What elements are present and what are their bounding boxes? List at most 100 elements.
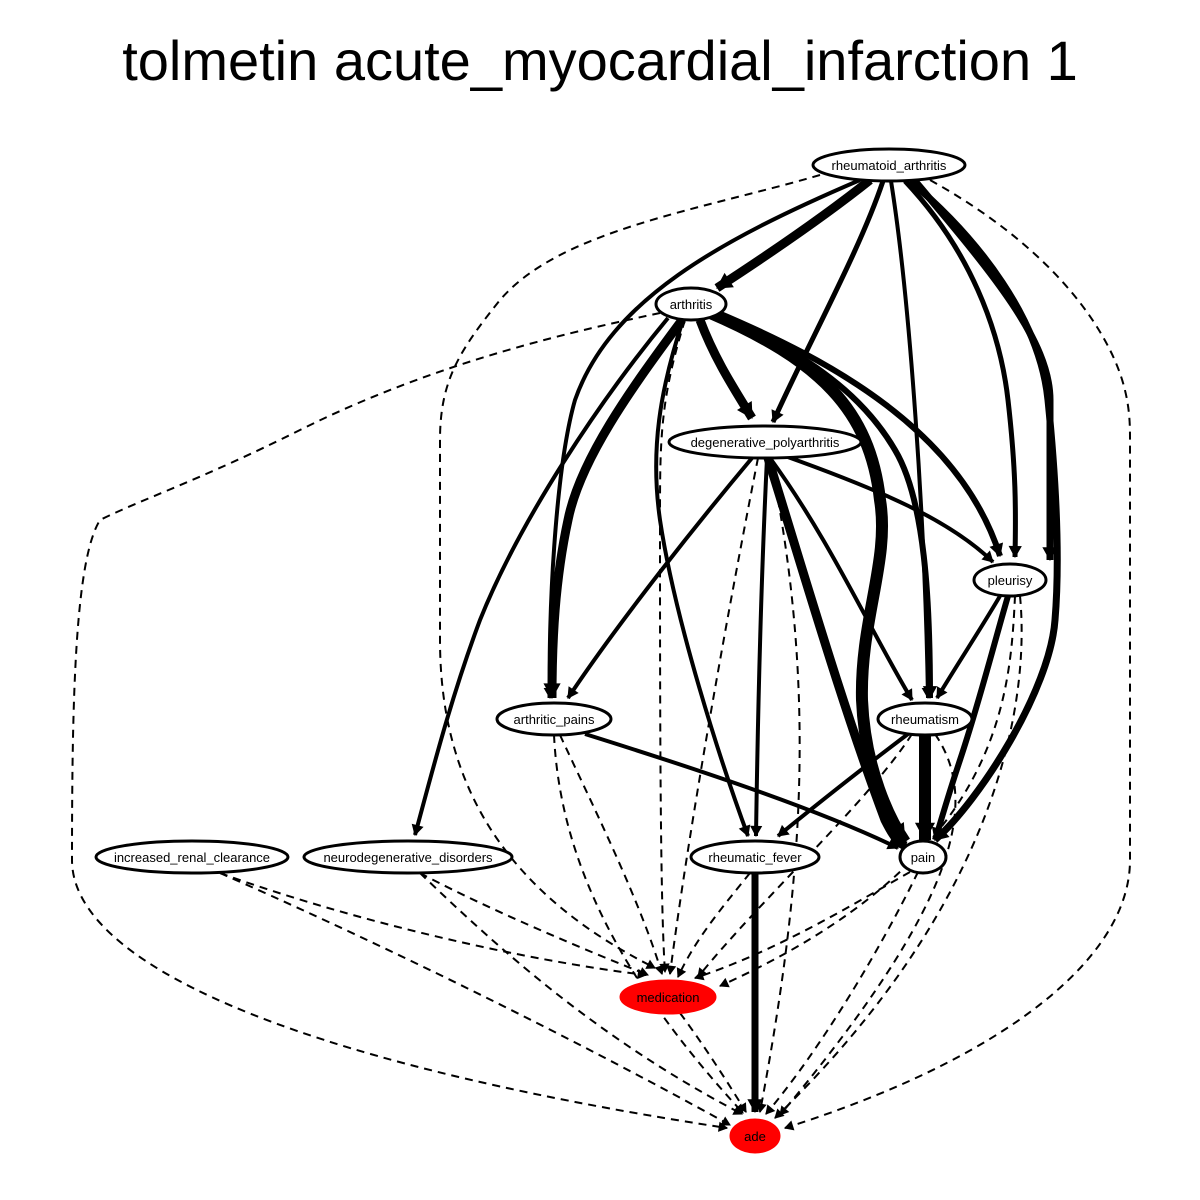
arrowhead (1008, 545, 1022, 559)
node-increased_renal_clearance[interactable]: increased_renal_clearance (94, 839, 290, 875)
arrowhead (694, 970, 705, 981)
edge-arthritis-to-pleurisy (714, 309, 1004, 557)
arrowhead (777, 824, 790, 837)
arrowhead (654, 964, 665, 975)
node-degenerative_polyarthritis[interactable]: degenerative_polyarthritis (667, 424, 863, 460)
edge-degenerative_polyarthritis-to-rheumatism (768, 456, 914, 702)
node-shape (495, 701, 613, 737)
arrowhead (765, 1104, 776, 1115)
node-medication[interactable]: medication (619, 979, 717, 1015)
node-neurodegenerative_disorders[interactable]: neurodegenerative_disorders (302, 839, 514, 875)
edge-rheumatoid_arthritis-to-degenerative_polyarthritis (770, 180, 886, 424)
node-rheumatic_fever[interactable]: rheumatic_fever (689, 839, 821, 875)
edge-arthritic_pains-to-ade (553, 734, 744, 1114)
arrowhead (543, 683, 561, 700)
arrowhead (666, 965, 677, 976)
arrowhead (737, 1102, 747, 1113)
node-shape (94, 839, 290, 875)
arrowhead (411, 823, 424, 837)
node-rheumatoid_arthritis[interactable]: rheumatoid_arthritis (811, 147, 967, 183)
nodes-layer: rheumatoid_arthritis arthritis degenerativ… (94, 147, 1048, 1154)
edge-rheumatoid_arthritis-to-ade (784, 179, 1132, 1131)
edge-arthritis-to-ade (659, 319, 686, 974)
node-shape (972, 562, 1048, 598)
node-label: pleurisy (988, 573, 1033, 588)
edge-rheumatoid_arthritis-to-pain (912, 178, 1058, 562)
arrowhead (784, 1120, 795, 1131)
edge-pleurisy-to-rheumatism (935, 594, 1002, 700)
node-shape (898, 839, 948, 875)
edge-arthritic_pains-to-pain (584, 732, 899, 850)
node-label: arthritis (670, 297, 713, 312)
edge-rheumatoid_arthritis-to-pleurisy (903, 179, 1022, 559)
node-rheumatism[interactable]: rheumatism (876, 701, 974, 737)
edges-layer (70, 174, 1132, 1132)
arrowhead (750, 825, 763, 838)
arrowhead (732, 1105, 743, 1115)
arrowhead (756, 1102, 767, 1114)
arrowhead (936, 686, 948, 699)
arrowhead (779, 1105, 790, 1116)
edge-rheumatoid_arthritis-to-arthritis (714, 176, 873, 292)
arrowhead (638, 967, 649, 977)
edge-degenerative_polyarthritis-to-arthritic_pains (566, 456, 754, 700)
arrowhead (886, 838, 899, 850)
node-arthritic_pains[interactable]: arthritic_pains (495, 701, 613, 737)
node-label: medication (637, 990, 700, 1005)
arrowhead (901, 688, 913, 701)
arrowhead (747, 1099, 763, 1114)
node-shape (654, 286, 728, 322)
arrowhead (981, 550, 994, 563)
node-pleurisy[interactable]: pleurisy (972, 562, 1048, 598)
arrowhead (645, 959, 656, 969)
arrowhead (771, 409, 784, 423)
node-ade[interactable]: ade (729, 1118, 781, 1154)
edge-rheumatism-to-pain (914, 733, 936, 842)
edge-increased_renal_clearance-to-medication (219, 872, 648, 980)
node-shape (689, 839, 821, 875)
arrowhead (719, 977, 730, 988)
arrowhead (989, 542, 1004, 557)
edge-rheumatic_fever-to-ade (747, 873, 763, 1114)
arrowhead (716, 272, 734, 289)
arrowhead (738, 824, 751, 837)
edge-neurodegenerative_disorders-to-ade (419, 872, 743, 1115)
arrowhead (914, 822, 936, 842)
node-arthritis[interactable]: arthritis (654, 286, 728, 322)
arrowhead (737, 401, 753, 419)
edge-degenerative_polyarthritis-to-rheumatic_fever (750, 457, 769, 838)
edge-arthritis-to-arthritic_pains (543, 317, 686, 700)
node-pain[interactable]: pain (898, 839, 948, 875)
node-label: degenerative_polyarthritis (691, 435, 840, 450)
node-shape (876, 701, 974, 737)
edge-medication-to-ade (679, 1012, 747, 1113)
edge-arthritis-to-neurodegenerative_disorders (411, 316, 670, 837)
edge-rheumatoid_arthritis-to-medication (439, 174, 821, 969)
arrowhead (922, 686, 938, 700)
node-shape (729, 1118, 781, 1154)
edge-degenerative_polyarthritis-to-ade (756, 457, 801, 1114)
arrowhead (567, 686, 579, 699)
edge-pleurisy-to-pain (931, 595, 1011, 841)
edge-neurodegenerative_disorders-to-medication (419, 872, 649, 977)
node-label: rheumatoid_arthritis (832, 158, 947, 173)
arrowhead (676, 967, 687, 978)
node-shape (811, 147, 967, 183)
edge-pain-to-ade (765, 871, 919, 1115)
node-label: arthritic_pains (514, 712, 595, 727)
edge-rheumatism-to-ade (779, 733, 957, 1116)
edge-pain-to-medication (694, 871, 911, 981)
graph-title: tolmetin acute_myocardial_infarction 1 (122, 29, 1078, 92)
edge-rheumatism-to-rheumatic_fever (776, 732, 910, 838)
edge-arthritis-to-medication (70, 312, 729, 1132)
node-label: increased_renal_clearance (114, 850, 270, 865)
edge-rheumatic_fever-to-medication (676, 872, 751, 978)
edge-arthritic_pains-to-medication (559, 734, 665, 975)
arrowhead (720, 1116, 731, 1126)
node-label: ade (744, 1129, 766, 1144)
node-shape (619, 979, 717, 1015)
arrowhead (931, 826, 946, 841)
node-shape (302, 839, 514, 875)
node-label: pain (911, 850, 936, 865)
edge-arthritis-to-rheumatic_fever (654, 319, 751, 837)
